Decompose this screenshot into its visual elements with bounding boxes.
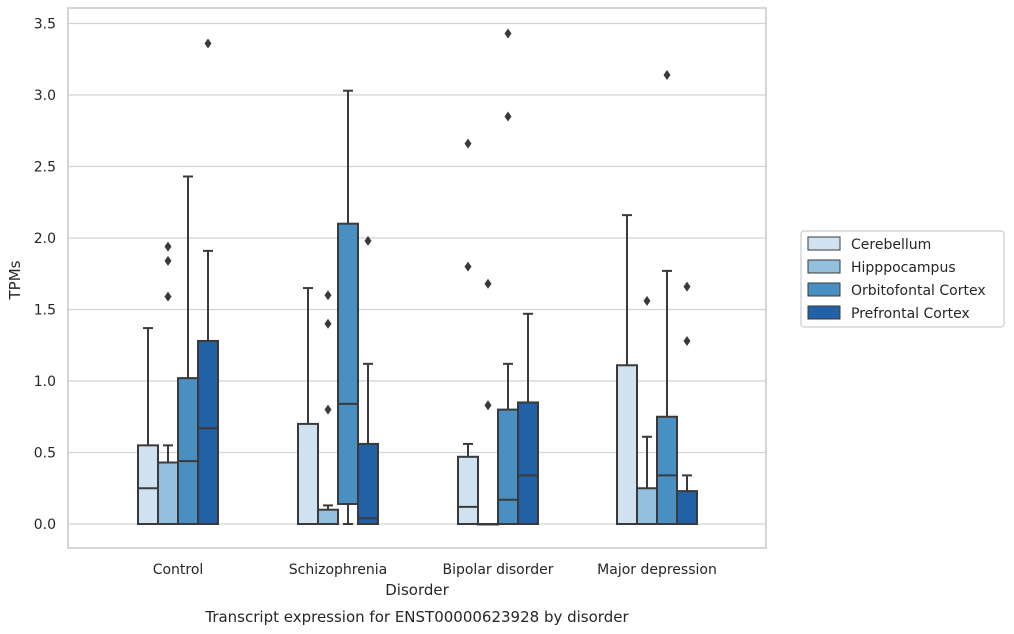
box-2-3 [656,69,678,525]
box-3-1 [357,235,379,526]
box-body [297,422,319,525]
box-body [517,401,539,526]
y-tick-label: 2.0 [34,231,56,247]
box-body [157,461,179,526]
outlier-point [324,318,332,329]
box-body [137,444,159,526]
box-3-3 [676,281,698,525]
y-axis-label: TPMs [6,260,24,300]
box-0-0 [137,327,159,526]
x-tick-label: Bipolar disorder [442,562,553,578]
outlier-point [683,335,691,346]
outlier-point [164,291,172,302]
outlier-point [364,235,372,246]
legend-label: Cerebellum [851,237,931,253]
outlier-point [464,138,472,149]
y-tick-label: 1.5 [34,303,56,319]
box-body [457,455,479,526]
outlier-point [464,261,472,272]
y-tick-label: 1.0 [34,374,56,390]
x-axis-label: Disorder [385,581,449,599]
legend-label: Orbitofontal Cortex [851,283,986,299]
y-tick-label: 3.0 [34,88,56,104]
boxes [137,28,698,526]
box-body [317,508,339,526]
legend-frame [800,230,1005,328]
outlier-point [643,295,651,306]
box-body [616,364,638,525]
legend-swatch [807,282,841,297]
box-0-1 [297,287,319,525]
box-2-0 [177,175,199,526]
outlier-point [484,278,492,289]
legend-label: Prefrontal Cortex [851,306,970,322]
y-tick-label: 3.5 [34,17,56,33]
outlier-point [164,241,172,252]
box-1-3 [636,295,658,525]
legend-swatch [807,259,841,274]
x-tick-labels: Control Schizophrenia Bipolar disorder Majo… [153,562,717,578]
box-body [656,415,678,525]
box-2-1 [337,89,359,525]
outlier-point [204,38,212,49]
chart-caption: Transcript expression for ENST0000062392… [204,608,629,626]
box-1-2 [477,278,499,526]
outlier-point [324,404,332,415]
box-0-2 [457,138,479,526]
box-3-2 [517,312,539,526]
outlier-point [164,255,172,266]
legend-label: Hipppocampus [851,260,956,276]
box-body [337,222,359,505]
box-1-1 [317,290,339,526]
box-body [497,408,519,526]
box-2-2 [497,28,519,526]
outlier-point [484,400,492,411]
box-1-0 [157,241,179,526]
x-tick-label: Major depression [597,562,717,578]
legend-swatch [807,236,841,251]
x-tick-label: Schizophrenia [289,562,387,578]
box-body [197,339,219,525]
y-tick-label: 0.5 [34,446,56,462]
outlier-point [504,28,512,39]
box-body [357,442,379,526]
y-tick-labels: 0.0 0.5 1.0 1.5 2.0 2.5 3.0 3.5 [34,17,56,534]
outlier-point [504,111,512,122]
plot-frame [67,7,767,549]
box-body [676,490,698,525]
y-tick-label: 2.5 [34,160,56,176]
outlier-point [663,69,671,80]
box-0-3 [616,214,638,525]
legend-swatch [807,305,841,320]
box-body [177,377,199,526]
outlier-point [683,281,691,292]
box-3-0 [197,38,219,525]
x-tick-label: Control [153,562,204,578]
box-body [636,487,658,525]
outlier-point [324,290,332,301]
legend: Cerebellum Hipppocampus Orbitofontal Corte… [800,230,1005,328]
y-tick-label: 0.0 [34,517,56,533]
